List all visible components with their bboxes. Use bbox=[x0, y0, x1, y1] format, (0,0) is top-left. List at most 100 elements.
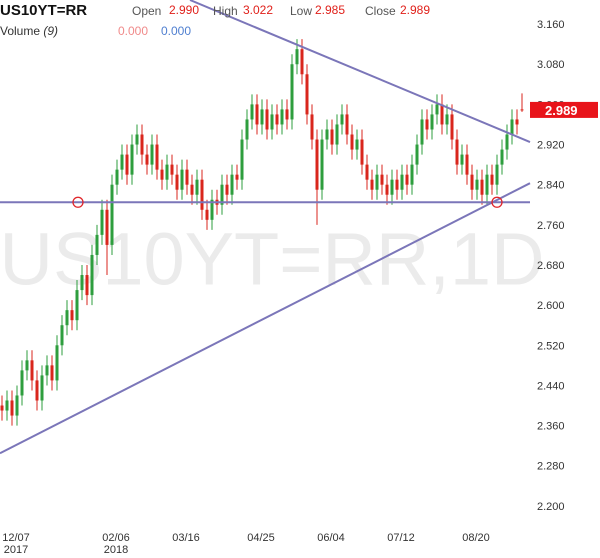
candle-body bbox=[140, 134, 144, 155]
candle-body bbox=[270, 114, 274, 130]
x-tick-label: 07/12 bbox=[387, 532, 415, 544]
candle-body bbox=[275, 114, 279, 125]
candle-body bbox=[230, 174, 234, 195]
candle-body bbox=[335, 124, 339, 145]
candle-body bbox=[20, 370, 24, 396]
candle-body bbox=[290, 64, 294, 120]
x-tick-label: 03/16 bbox=[172, 532, 200, 544]
candle-body bbox=[330, 129, 334, 145]
candle-body bbox=[305, 74, 309, 115]
x-tick-year: 2018 bbox=[104, 544, 128, 556]
candle-body bbox=[355, 139, 359, 150]
candle-body bbox=[365, 164, 369, 180]
candle-body bbox=[375, 174, 379, 190]
candle-body bbox=[225, 184, 229, 195]
candle-body bbox=[455, 139, 459, 165]
candle-body bbox=[405, 174, 409, 185]
candle-body bbox=[340, 114, 344, 125]
candle-body bbox=[235, 174, 239, 180]
candle-body bbox=[210, 199, 214, 220]
candle-body bbox=[480, 179, 484, 195]
candle-body bbox=[55, 345, 59, 381]
candle-body bbox=[425, 119, 429, 130]
candle-body bbox=[470, 174, 474, 190]
candle-body bbox=[35, 380, 39, 401]
x-tick-label: 08/20 bbox=[462, 532, 490, 544]
candle-body bbox=[370, 179, 374, 190]
candle-body bbox=[65, 310, 69, 326]
volume-label-text: Volume bbox=[0, 24, 40, 38]
candle-body bbox=[15, 395, 19, 416]
x-tick-label: 02/06 bbox=[102, 532, 130, 544]
y-tick-label: 2.520 bbox=[537, 340, 565, 352]
candle-body bbox=[190, 184, 194, 195]
candle-body bbox=[155, 144, 159, 170]
x-tick-year: 2017 bbox=[4, 544, 28, 556]
last-price-box bbox=[530, 101, 598, 118]
candle-body bbox=[465, 154, 469, 175]
candle-body bbox=[260, 109, 264, 125]
candle-body bbox=[490, 174, 494, 185]
candle-body bbox=[175, 174, 179, 190]
candle-body bbox=[420, 119, 424, 145]
candle-body bbox=[105, 209, 109, 245]
candle-body bbox=[415, 144, 419, 165]
candle-body bbox=[170, 164, 174, 175]
candle-body bbox=[185, 169, 189, 185]
candle-body bbox=[255, 104, 259, 125]
candle-body bbox=[515, 119, 519, 125]
plot bbox=[0, 0, 531, 455]
ohlc-value: 2.985 bbox=[315, 3, 345, 17]
candle-body bbox=[50, 365, 54, 381]
volume-label: Volume (9) bbox=[0, 24, 58, 38]
volume-value: 0.000 bbox=[161, 24, 191, 38]
candle-body bbox=[220, 184, 224, 205]
candle-body bbox=[40, 375, 44, 401]
candle-body bbox=[130, 144, 134, 175]
candle-body bbox=[115, 169, 119, 185]
y-tick-label: 2.920 bbox=[537, 140, 565, 152]
candle-body bbox=[95, 234, 99, 255]
candle-body bbox=[75, 290, 79, 321]
candle-body bbox=[240, 139, 244, 180]
candle-body bbox=[445, 114, 449, 125]
candle-body bbox=[390, 179, 394, 195]
candle-body bbox=[150, 144, 154, 165]
y-tick-label: 2.200 bbox=[537, 501, 565, 513]
ohlc-label: High bbox=[213, 4, 238, 18]
y-tick-label: 3.080 bbox=[537, 59, 565, 71]
candle-body bbox=[85, 275, 89, 296]
candle-body bbox=[300, 49, 304, 75]
candle-body bbox=[345, 114, 349, 135]
candle-body bbox=[10, 400, 14, 416]
candle-body bbox=[310, 114, 314, 140]
candle-body bbox=[485, 174, 489, 195]
candle-body bbox=[505, 134, 509, 150]
candle-body bbox=[110, 184, 114, 245]
candle-body bbox=[495, 164, 499, 185]
y-tick-label: 2.840 bbox=[537, 180, 565, 192]
x-tick-label: 06/04 bbox=[317, 532, 345, 544]
candle-body bbox=[100, 209, 104, 235]
trend-line bbox=[189, 0, 531, 143]
candle-body bbox=[460, 154, 464, 165]
candle-body bbox=[205, 209, 209, 220]
candle-body bbox=[30, 360, 34, 381]
candle-body bbox=[200, 179, 204, 210]
candle-body bbox=[265, 109, 269, 130]
candle-body bbox=[360, 139, 364, 165]
line-marker bbox=[72, 196, 84, 208]
candle-body bbox=[5, 400, 9, 411]
candle-body bbox=[315, 139, 319, 190]
volume-param: (9) bbox=[43, 24, 58, 38]
candle-body bbox=[145, 154, 149, 165]
candle-body bbox=[440, 104, 444, 125]
ohlc-label: Low bbox=[290, 4, 312, 18]
candle-body bbox=[45, 365, 49, 376]
candle-body bbox=[70, 310, 74, 321]
candle-body bbox=[160, 169, 164, 180]
candle-body bbox=[475, 179, 479, 190]
candle-body bbox=[395, 179, 399, 190]
volume-value: 0.000 bbox=[118, 24, 148, 38]
y-tick-label: 2.360 bbox=[537, 421, 565, 433]
